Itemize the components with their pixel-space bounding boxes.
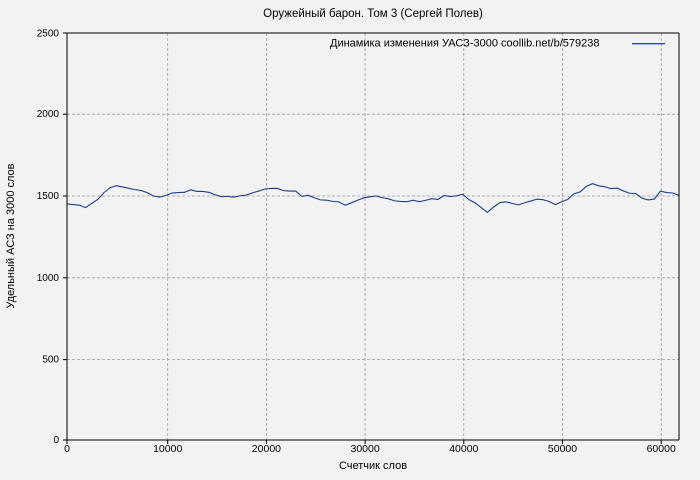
svg-text:40000: 40000 — [449, 443, 478, 455]
svg-text:30000: 30000 — [350, 443, 379, 455]
svg-text:0: 0 — [53, 435, 59, 446]
svg-text:Удельный АСЗ на 3000 слов: Удельный АСЗ на 3000 слов — [5, 163, 17, 308]
svg-text:2500: 2500 — [37, 29, 60, 40]
svg-text:0: 0 — [64, 443, 70, 455]
svg-text:50000: 50000 — [548, 443, 577, 455]
svg-text:60000: 60000 — [647, 443, 676, 455]
svg-text:10000: 10000 — [153, 443, 182, 455]
svg-text:20000: 20000 — [252, 443, 281, 455]
svg-text:1500: 1500 — [37, 191, 60, 202]
svg-text:2000: 2000 — [37, 109, 60, 120]
svg-text:Оружейный барон. Том 3 (Сергей: Оружейный барон. Том 3 (Сергей Полев) — [263, 8, 483, 20]
svg-text:Динамика изменения УАСЗ-3000 c: Динамика изменения УАСЗ-3000 coollib.net… — [330, 38, 599, 50]
svg-text:1000: 1000 — [37, 273, 60, 284]
svg-text:Счетчик слов: Счетчик слов — [339, 460, 407, 472]
svg-text:500: 500 — [42, 355, 59, 366]
